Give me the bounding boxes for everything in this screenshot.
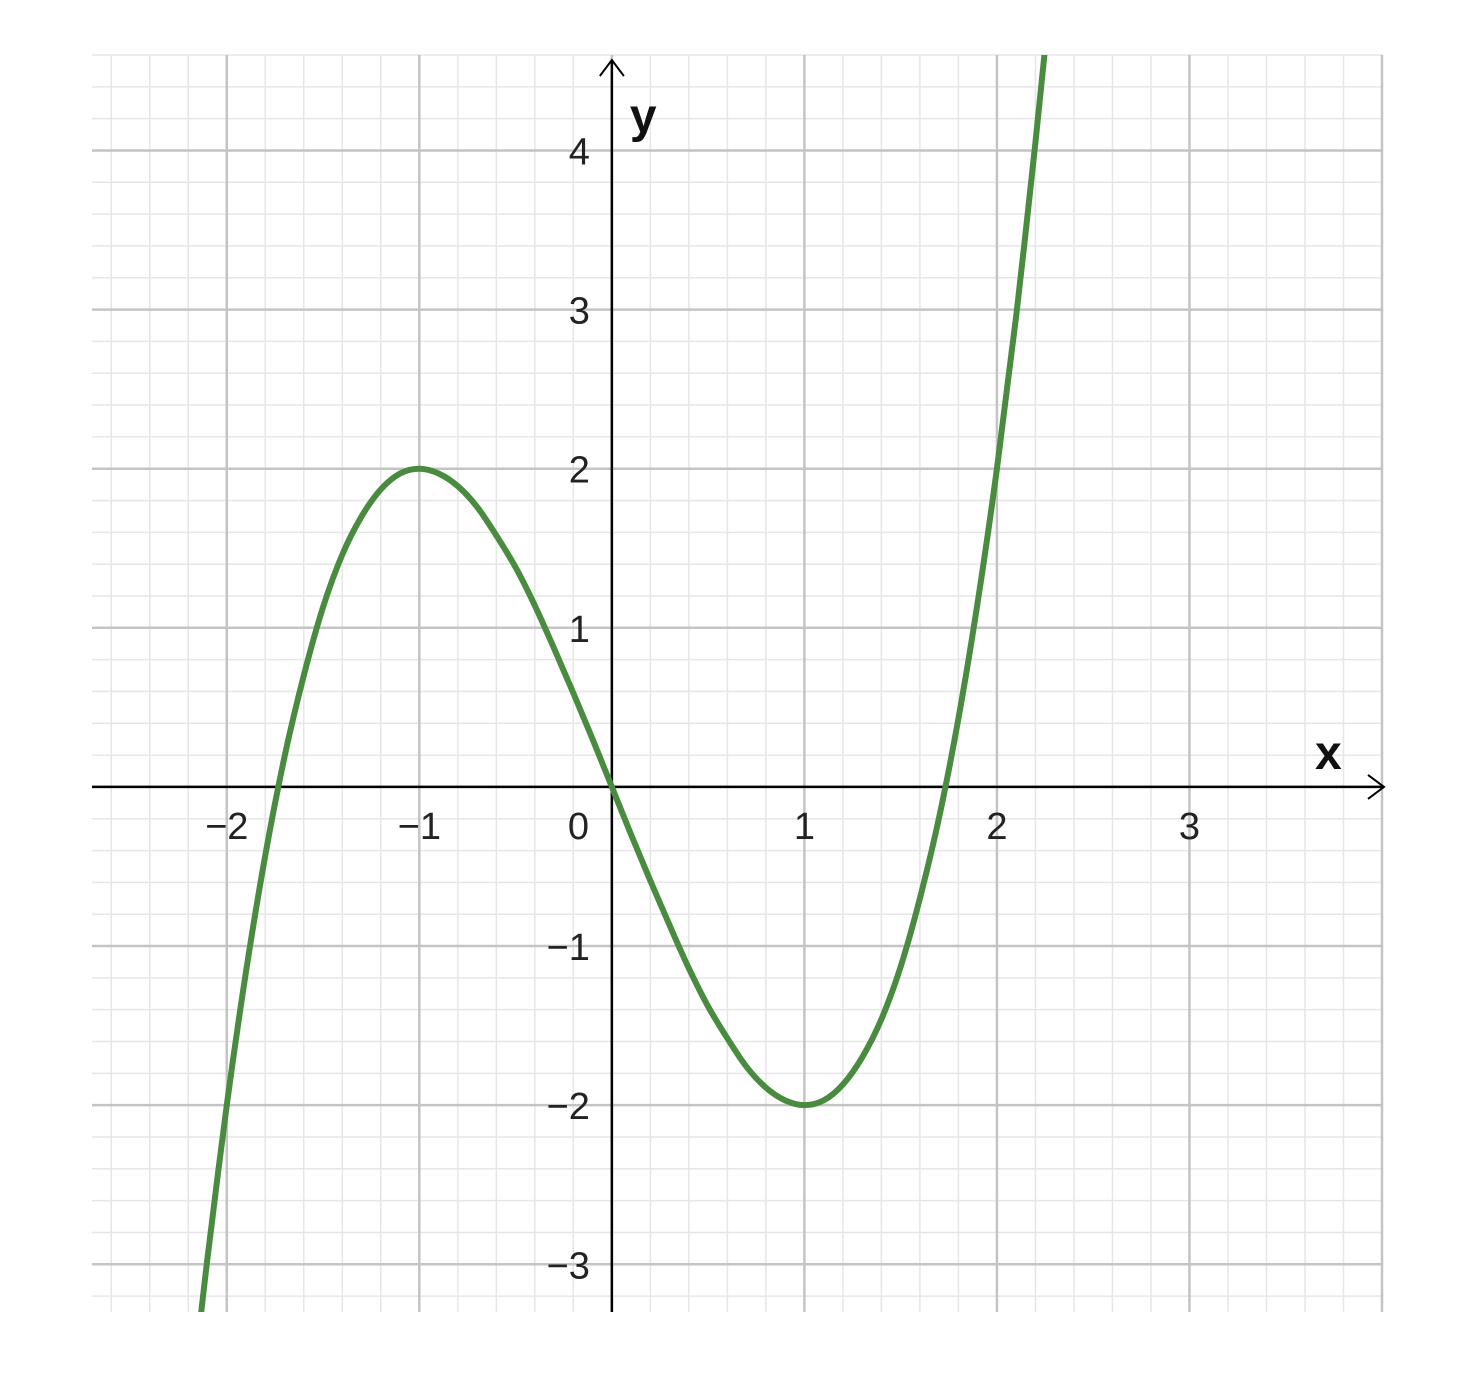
y-tick-label: 1 bbox=[569, 609, 590, 651]
x-tick-label: −1 bbox=[398, 806, 441, 848]
tick-labels: −2 −1 0 1 2 3 −3 −2 −1 1 2 3 4 bbox=[205, 131, 1200, 1287]
y-tick-label: −2 bbox=[547, 1086, 590, 1128]
x-tick-label: −2 bbox=[205, 806, 248, 848]
y-tick-label: −1 bbox=[547, 927, 590, 969]
x-tick-label: 2 bbox=[986, 806, 1007, 848]
y-tick-label: 3 bbox=[569, 291, 590, 333]
y-tick-label: 2 bbox=[569, 450, 590, 492]
function-curve bbox=[198, 55, 1048, 1312]
y-tick-label: 4 bbox=[569, 131, 590, 173]
y-tick-label: −3 bbox=[547, 1245, 590, 1287]
x-axis-arrow-icon bbox=[1367, 774, 1386, 800]
y-axis-arrow-icon bbox=[599, 58, 625, 77]
x-axis-label: x bbox=[1315, 727, 1342, 780]
curve-layer bbox=[198, 55, 1048, 1312]
x-tick-label: 0 bbox=[568, 806, 589, 848]
y-axis-label: y bbox=[630, 90, 657, 143]
x-tick-label: 1 bbox=[794, 806, 815, 848]
axes: x y bbox=[92, 58, 1386, 1312]
grid bbox=[92, 54, 1384, 1312]
x-tick-label: 3 bbox=[1179, 806, 1200, 848]
